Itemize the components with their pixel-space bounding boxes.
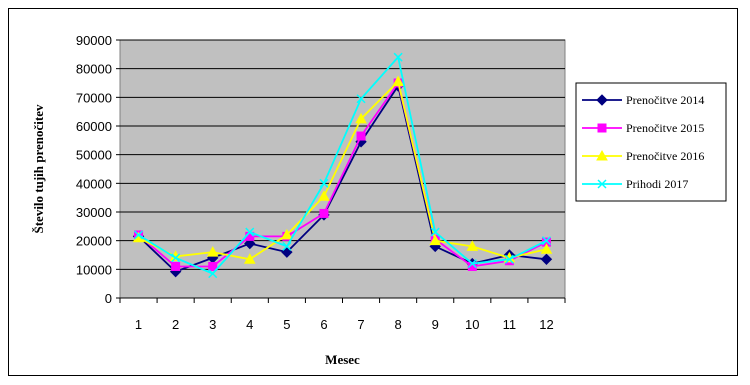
- legend: Prenočitve 2014 Prenočitve 2015 Prenočitve…: [575, 82, 727, 202]
- data-point: [134, 230, 144, 240]
- y-axis-label: Število tujih prenočitev: [31, 104, 46, 234]
- x-tick-label: 7: [357, 317, 364, 332]
- y-tick-label: 50000: [76, 148, 112, 163]
- x-tick-label: 11: [503, 317, 517, 332]
- x-axis-label: Mesec: [325, 352, 360, 367]
- data-point: [319, 208, 329, 218]
- legend-label: Prenočitve 2014: [626, 93, 704, 107]
- data-point: [206, 246, 219, 257]
- data-point: [208, 261, 218, 271]
- data-point: [282, 241, 292, 251]
- data-point: [245, 227, 255, 237]
- y-tick-label: 30000: [76, 205, 112, 220]
- legend-label: Prenočitve 2015: [626, 121, 704, 135]
- x-tick-label: 12: [539, 317, 553, 332]
- y-axis-ticks: 0 10000 20000 30000 40000 50000 60000 70000 8000…: [76, 33, 120, 306]
- legend-item: Prihodi 2017: [582, 177, 688, 191]
- y-tick-label: 90000: [76, 33, 112, 48]
- data-point: [541, 236, 551, 246]
- data-point: [171, 253, 181, 263]
- legend-label: Prihodi 2017: [626, 177, 688, 191]
- x-tick-label: 10: [465, 317, 479, 332]
- legend-item: Prenočitve 2015: [582, 121, 704, 135]
- data-point: [393, 52, 403, 62]
- y-tick-label: 0: [105, 291, 112, 306]
- data-point: [208, 269, 218, 279]
- series-layer: [132, 52, 553, 279]
- y-tick-label: 60000: [76, 119, 112, 134]
- legend-item: Prenočitve 2016: [582, 149, 704, 163]
- x-tick-label: 1: [135, 317, 142, 332]
- series-3: [132, 75, 553, 264]
- data-point: [466, 240, 479, 251]
- data-point: [540, 253, 553, 266]
- y-tick-label: 80000: [76, 62, 112, 77]
- data-point: [355, 112, 367, 124]
- x-tick-label: 4: [246, 317, 253, 332]
- data-point: [356, 131, 366, 141]
- series-4: [134, 52, 551, 279]
- data-point: [540, 243, 553, 254]
- data-point: [318, 190, 330, 201]
- x-axis-ticks: 1 2 3 4 5 6 7 8 9 10 11 12: [119, 297, 566, 332]
- legend-marker: [596, 94, 608, 106]
- data-point: [467, 259, 477, 269]
- y-tick-label: 70000: [76, 90, 112, 105]
- data-point: [319, 178, 329, 188]
- data-point: [430, 227, 440, 237]
- x-tick-label: 2: [172, 317, 179, 332]
- y-tick-label: 40000: [76, 176, 112, 191]
- y-tick-label: 20000: [76, 234, 112, 249]
- series-line: [137, 80, 547, 268]
- legend-marker: [597, 179, 607, 189]
- legend-marker: [597, 123, 607, 133]
- y-tick-label: 10000: [76, 262, 112, 277]
- data-point: [392, 75, 404, 87]
- x-tick-label: 8: [395, 317, 402, 332]
- data-point: [504, 254, 514, 264]
- legend-marker: [596, 149, 608, 161]
- data-point: [171, 261, 181, 271]
- data-point: [429, 234, 442, 246]
- x-tick-label: 5: [283, 317, 290, 332]
- data-point: [281, 228, 293, 240]
- data-point: [356, 94, 366, 104]
- x-tick-label: 9: [432, 317, 439, 332]
- series-line: [138, 79, 547, 261]
- plot-area: [119, 39, 566, 299]
- x-tick-label: 6: [320, 317, 327, 332]
- legend-label: Prenočitve 2016: [626, 149, 704, 163]
- data-point: [243, 253, 256, 264]
- x-tick-label: 3: [209, 317, 216, 332]
- data-point: [244, 237, 256, 250]
- legend-item: Prenočitve 2014: [582, 93, 704, 107]
- series-line: [138, 55, 547, 275]
